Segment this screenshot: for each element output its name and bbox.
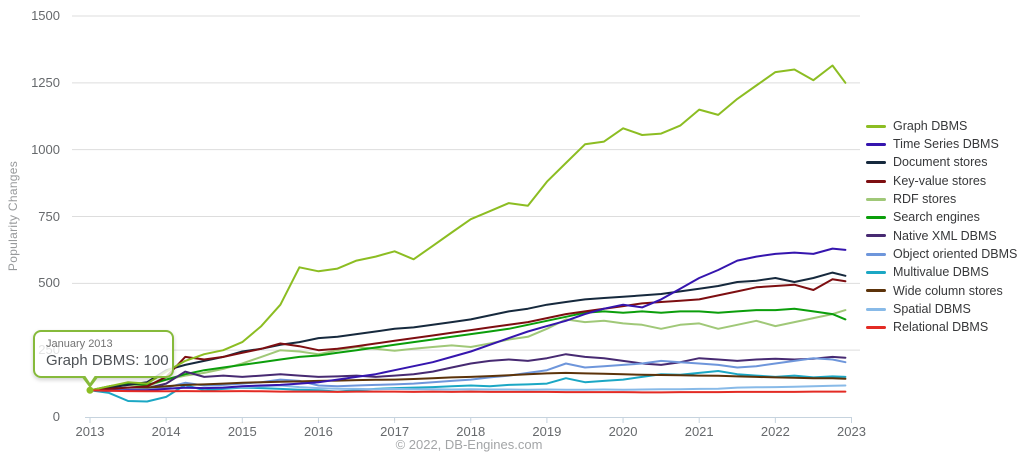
- legend-item-document-stores[interactable]: Document stores: [866, 154, 1017, 172]
- y-tick-label-750: 750: [38, 208, 60, 224]
- legend-swatch-icon: [866, 124, 886, 128]
- legend-item-search-engines[interactable]: Search engines: [866, 208, 1017, 226]
- series-line-object-oriented-dbms: [89, 357, 847, 392]
- series-line-relational-dbms: [89, 389, 847, 394]
- legend-label: Document stores: [893, 155, 988, 170]
- legend-label: Object oriented DBMS: [893, 246, 1018, 261]
- y-axis-title: Popularity Changes: [6, 160, 20, 272]
- legend-item-object-oriented-dbms[interactable]: Object oriented DBMS: [866, 245, 1017, 263]
- x-tick-label-2023: 2023: [837, 424, 866, 439]
- chart-tooltip: January 2013 Graph DBMS: 100: [33, 330, 174, 388]
- legend-label: Time Series DBMS: [893, 137, 999, 152]
- legend-item-wide-column-stores[interactable]: Wide column stores: [866, 282, 1017, 300]
- legend-label: Search engines: [893, 210, 980, 225]
- x-tick-label-2022: 2022: [760, 424, 790, 439]
- x-tick-label-2013: 2013: [75, 424, 105, 439]
- series-line-wide-column-stores: [89, 371, 847, 392]
- series-line-time-series-dbms: [89, 247, 847, 392]
- series-line-graph-dbms: [89, 64, 847, 392]
- series-line-multivalue-dbms: [89, 370, 847, 403]
- x-tick-label-2014: 2014: [151, 424, 181, 439]
- legend-swatch-icon: [866, 289, 886, 293]
- legend-item-key-value-stores[interactable]: Key-value stores: [866, 172, 1017, 190]
- series-line-native-xml-dbms: [89, 353, 847, 392]
- y-tick-label-500: 500: [38, 275, 60, 291]
- legend-label: Spatial DBMS: [893, 301, 971, 316]
- legend-swatch-icon: [866, 252, 886, 256]
- legend-swatch-icon: [866, 271, 886, 275]
- legend-label: Multivalue DBMS: [893, 265, 989, 280]
- legend-item-spatial-dbms[interactable]: Spatial DBMS: [866, 300, 1017, 318]
- legend-item-native-xml-dbms[interactable]: Native XML DBMS: [866, 227, 1017, 245]
- legend-item-multivalue-dbms[interactable]: Multivalue DBMS: [866, 263, 1017, 281]
- legend-item-graph-dbms[interactable]: Graph DBMS: [866, 117, 1017, 135]
- legend-swatch-icon: [866, 142, 886, 146]
- tooltip-date: January 2013: [46, 338, 113, 350]
- legend-label: Key-value stores: [893, 173, 987, 188]
- legend-label: Wide column stores: [893, 283, 1003, 298]
- copyright-footer: © 2022, DB-Engines.com: [395, 437, 543, 452]
- tooltip-value: Graph DBMS: 100: [46, 352, 169, 369]
- chart-legend: Graph DBMS Time Series DBMS Document store…: [866, 117, 1017, 337]
- x-tick-label-2021: 2021: [684, 424, 714, 439]
- y-tick-label-1250: 1250: [31, 74, 60, 90]
- legend-item-time-series-dbms[interactable]: Time Series DBMS: [866, 135, 1017, 153]
- x-tick-label-2017: 2017: [380, 424, 410, 439]
- x-tick-label-2016: 2016: [303, 424, 333, 439]
- legend-label: Relational DBMS: [893, 320, 989, 335]
- x-tick-label-2018: 2018: [456, 424, 486, 439]
- y-tick-label-0: 0: [52, 409, 60, 424]
- legend-label: Graph DBMS: [893, 118, 968, 133]
- series-line-key-value-stores: [89, 278, 847, 392]
- x-tick-label-2020: 2020: [608, 424, 638, 439]
- legend-swatch-icon: [866, 179, 886, 183]
- legend-label: RDF stores: [893, 192, 957, 207]
- legend-item-rdf-stores[interactable]: RDF stores: [866, 190, 1017, 208]
- legend-swatch-icon: [866, 307, 886, 311]
- series-line-search-engines: [89, 307, 847, 392]
- legend-item-relational-dbms[interactable]: Relational DBMS: [866, 318, 1017, 336]
- legend-swatch-icon: [866, 161, 886, 165]
- x-tick-label-2019: 2019: [532, 424, 562, 439]
- series-line-rdf-stores: [89, 309, 847, 392]
- legend-swatch-icon: [866, 197, 886, 201]
- legend-swatch-icon: [866, 216, 886, 220]
- x-tick-label-2015: 2015: [227, 424, 257, 439]
- hover-point-marker: [86, 386, 94, 394]
- y-tick-label-1000: 1000: [31, 141, 60, 157]
- legend-label: Native XML DBMS: [893, 228, 997, 243]
- legend-swatch-icon: [866, 325, 886, 329]
- legend-swatch-icon: [866, 234, 886, 238]
- y-tick-label-1500: 1500: [31, 8, 60, 23]
